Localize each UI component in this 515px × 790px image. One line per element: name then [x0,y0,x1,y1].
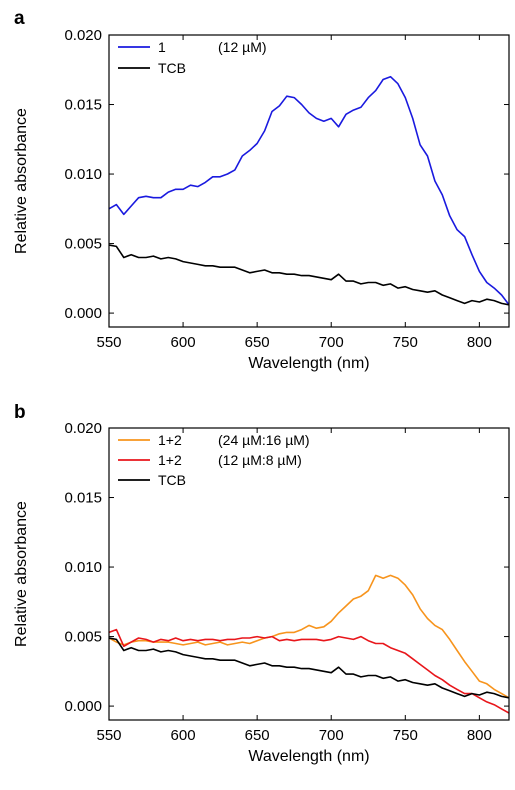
x-tick-label: 600 [171,334,196,351]
legend-note: (12 µM) [218,39,267,55]
x-tick-label: 600 [171,727,196,744]
y-tick-label: 0.005 [64,629,102,646]
x-tick-label: 800 [467,334,492,351]
series-line-2 [109,637,509,699]
legend: 1+2 (24 µM:16 µM) 1+2 (12 µM:8 µM) TCB [118,432,310,488]
x-tick-label: 550 [96,334,121,351]
series-line-0 [109,75,509,306]
y-tick-label: 0.015 [64,490,102,507]
series-line-1 [109,244,509,306]
legend-note: (24 µM:16 µM) [218,432,310,448]
y-tick-label: 0.000 [64,698,102,715]
series-line-0 [109,574,509,699]
legend: 1 (12 µM) TCB [118,39,267,76]
y-tick-label: 0.010 [64,166,102,183]
chart-panel-b: b 550 600 650 700 750 800 0.000 0.005 0.010 0.015 0… [13,402,510,765]
x-tick-label: 650 [245,727,270,744]
series-line-1 [109,628,509,714]
y-tick-label: 0.000 [64,305,102,322]
legend-label: 1+2 [158,432,182,448]
y-tick-label: 0.010 [64,559,102,576]
x-tick-label: 800 [467,727,492,744]
y-axis-label: Relative absorbance [13,108,30,254]
y-axis-label: Relative absorbance [13,501,30,647]
x-tick-label: 700 [319,727,344,744]
chart-panel-a: a 550 600 650 700 750 800 0.000 0.005 0.010 0.015 0… [13,8,510,372]
panel-label: a [14,8,25,29]
x-tick-label: 750 [393,334,418,351]
legend-label: TCB [158,472,186,488]
y-tick-label: 0.005 [64,236,102,253]
x-tick-label: 650 [245,334,270,351]
x-tick-label: 700 [319,334,344,351]
y-tick-label: 0.020 [64,420,102,437]
plot-frame [108,34,510,328]
x-axis-label: Wavelength (nm) [248,355,369,372]
y-tick-label: 0.020 [64,27,102,44]
legend-note: (12 µM:8 µM) [218,452,302,468]
plot-frame [108,427,510,721]
legend-label: 1 [158,39,166,55]
x-axis-label: Wavelength (nm) [248,748,369,765]
panel-label: b [14,402,26,423]
x-tick-label: 550 [96,727,121,744]
legend-label: 1+2 [158,452,182,468]
x-tick-label: 750 [393,727,418,744]
y-tick-label: 0.015 [64,97,102,114]
legend-label: TCB [158,60,186,76]
